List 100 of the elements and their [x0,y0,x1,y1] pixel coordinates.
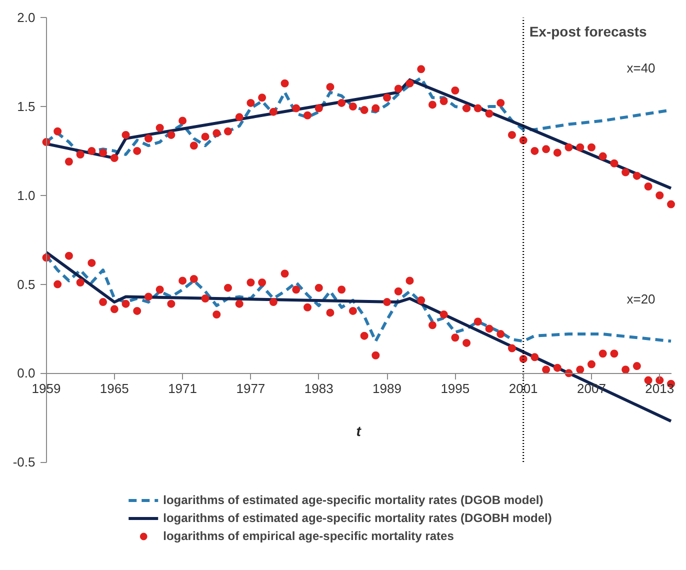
point [235,113,244,122]
point [178,116,187,125]
point [428,321,436,330]
legend-label: logarithms of estimated age-specific mortality rates (DGOBH model) [163,510,552,526]
point [360,106,368,114]
point [338,98,346,107]
point [622,168,630,176]
point [644,182,652,190]
point [99,298,108,306]
point [451,334,460,342]
point [76,278,84,286]
x-axis-title: t [356,423,362,440]
y-tick-label: -0.5 [12,454,36,470]
point [542,145,550,154]
point [576,366,584,374]
point [99,148,108,157]
point [474,318,482,326]
point [224,127,232,136]
point [474,104,482,112]
point [201,294,210,302]
annotation: x=20 [626,292,656,307]
point [201,132,210,141]
point [178,276,187,285]
point [372,104,380,112]
point [269,108,278,116]
point [246,278,255,286]
point [587,360,596,368]
point [496,330,505,338]
point [76,150,84,158]
point [598,152,607,160]
point [348,306,357,315]
point [485,324,494,333]
point [314,284,323,292]
point [622,366,630,374]
x-tick-label: 1965 [100,381,129,396]
point [508,344,516,352]
point [258,94,266,102]
point [133,306,142,315]
point [269,298,278,306]
point [644,376,652,384]
x-tick-label: 2001 [508,381,538,396]
annotation: x=40 [626,60,656,76]
point [610,350,618,358]
point [133,146,142,155]
point [212,310,221,318]
x-tick-label: 1977 [236,381,266,396]
point [110,154,118,162]
point [610,159,618,168]
point [224,284,232,292]
point [553,148,562,157]
point [440,310,448,318]
point [496,98,505,107]
y-tick-label: 0.5 [17,276,36,292]
y-tick-label: 1.0 [17,188,36,203]
point [167,300,176,308]
point [88,258,96,267]
y-tick-label: 0.0 [17,366,36,381]
point [632,172,641,180]
point [235,300,244,308]
point [304,303,312,312]
point [64,252,73,260]
point [212,129,221,138]
point [144,134,152,142]
x-tick-label: 1971 [168,381,198,396]
point [304,111,312,120]
point [258,278,266,286]
y-tick-label: 1.5 [17,99,36,114]
point [144,292,152,301]
point [326,82,334,91]
point [417,296,426,304]
point [417,65,426,74]
point [167,130,176,139]
point [54,280,62,288]
point [406,276,414,285]
point [530,146,539,155]
point [372,351,380,360]
x-tick-label: 1989 [372,381,402,396]
point [88,146,96,155]
x-tick-label: 1983 [304,381,334,396]
point [394,287,402,296]
point [383,298,392,306]
point [122,130,130,139]
legend-label: logarithms of estimated age-specific mortality rates (DGOB model) [163,492,544,508]
point [326,308,334,317]
point [360,332,368,340]
point [156,286,164,294]
point [632,362,641,370]
point [190,142,198,150]
point [576,143,584,152]
point [667,200,676,208]
point [110,305,118,314]
point [348,102,357,110]
point [406,79,414,88]
point [280,270,289,278]
point [428,100,436,109]
point [587,143,596,152]
point [246,98,255,107]
point [530,353,539,362]
y-tick-label: 2.0 [17,10,36,26]
point [383,94,392,102]
